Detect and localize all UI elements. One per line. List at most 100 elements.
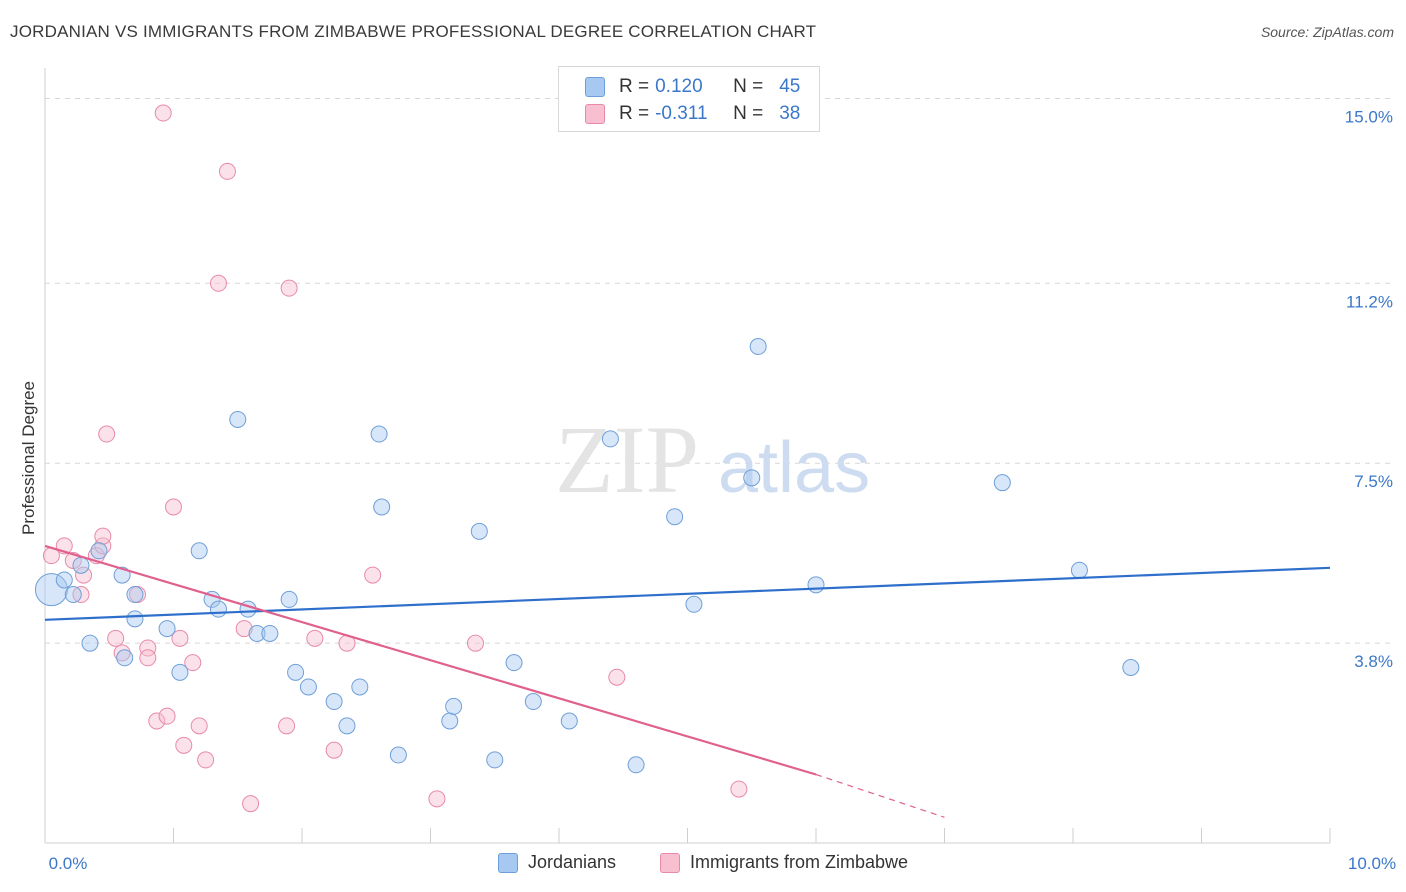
zimbabwe-point	[171, 629, 189, 647]
x-tick-label-min: 0.0%	[49, 854, 88, 873]
zimbabwe-point	[113, 644, 131, 662]
jordanian-point	[370, 425, 388, 443]
jordanian-point	[90, 542, 108, 560]
legend-r-label: R =	[619, 76, 650, 97]
jordanian-point	[81, 634, 99, 652]
zimbabwe-point	[280, 279, 298, 297]
jordanian-point	[338, 717, 356, 735]
bottom-legend-swatch-jordanians	[498, 852, 518, 873]
jordanian-point	[441, 712, 459, 730]
legend-row-jordanians: R = 0.120 N = 45	[585, 75, 800, 99]
jordanian-point	[261, 624, 279, 642]
zimbabwe-point	[190, 717, 208, 735]
jordanian-point	[72, 556, 90, 574]
jordanian-point	[64, 586, 82, 604]
jordanian-point	[373, 498, 391, 516]
jordanian-point	[807, 576, 825, 594]
zimbabwe-point	[364, 566, 382, 584]
y-axis-label: Professional Degree	[19, 381, 38, 535]
stats-legend: R = 0.120 N = 45 R = -0.311 N = 38	[558, 66, 820, 132]
y-tick-label: 15.0%	[1345, 107, 1393, 126]
jordanian-point	[743, 469, 761, 487]
zimbabwe-point	[730, 780, 748, 798]
zimbabwe-point	[466, 634, 484, 652]
jordanian-point	[280, 590, 298, 608]
axes-layer: 3.8% 7.5% 11.2% 15.0%	[44, 68, 1393, 844]
zimbabwe-point	[98, 425, 116, 443]
zimbabwe-point	[75, 566, 93, 584]
bottom-legend-zimbabwe: Immigrants from Zimbabwe	[660, 852, 908, 873]
jordanian-point	[299, 678, 317, 696]
source-label: Source: ZipAtlas.com	[1260, 24, 1394, 40]
legend-swatch-zimbabwe	[585, 104, 605, 124]
zimbabwe-point	[608, 668, 626, 686]
bottom-legend-swatch-zimbabwe	[660, 852, 680, 873]
zimbabwe-trend-line	[44, 544, 817, 776]
jordanian-point	[190, 542, 208, 560]
legend-n-label: N =	[733, 76, 764, 97]
jordanian-point	[486, 751, 504, 769]
jordanian-point	[524, 693, 542, 711]
jordanian-point	[601, 430, 619, 448]
jordanian-point	[209, 600, 227, 618]
watermark-zip: ZIP	[555, 406, 699, 513]
jordanian-point	[248, 624, 266, 642]
zimbabwe-point	[184, 654, 202, 672]
legend-r-value: 0.120	[655, 76, 703, 97]
legend-r-label: R =	[619, 103, 650, 124]
legend-row-zimbabwe: R = -0.311 N = 38	[585, 102, 800, 126]
jordanian-point	[287, 663, 305, 681]
y-tick-label: 3.8%	[1354, 652, 1393, 671]
jordanian-point	[505, 654, 523, 672]
chart-title: JORDANIAN VS IMMIGRANTS FROM ZIMBABWE PR…	[10, 22, 817, 41]
zimbabwe-point	[428, 790, 446, 808]
jordanian-point	[1070, 561, 1088, 579]
jordanian-point	[229, 410, 247, 428]
zimbabwe-trend-extension	[815, 773, 945, 818]
legend-n-value: 38	[779, 103, 801, 124]
jordanian-point	[55, 571, 73, 589]
jordanian-point	[470, 522, 488, 540]
zimbabwe-point	[209, 274, 227, 292]
zimbabwe-point	[139, 649, 157, 667]
zimbabwe-point	[235, 620, 253, 638]
zimbabwe-point	[242, 795, 260, 813]
zimbabwe-point	[154, 104, 172, 122]
jordanian-point	[171, 663, 189, 681]
jordanian-point	[389, 746, 407, 764]
jordanian-trend-line	[44, 566, 1331, 621]
zimbabwe-point	[325, 741, 343, 759]
zimbabwe-point	[218, 162, 236, 180]
y-tick-label: 7.5%	[1354, 472, 1393, 491]
trend-layer	[44, 544, 1331, 818]
jordanian-point	[116, 649, 134, 667]
bottom-legend-label-zimbabwe: Immigrants from Zimbabwe	[690, 852, 909, 872]
bottom-legend-label-jordanians: Jordanians	[528, 852, 617, 872]
jordanian-point	[126, 610, 144, 628]
legend-swatch-jordanians	[585, 77, 605, 97]
zimbabwe-point	[278, 717, 296, 735]
jordanian-point	[351, 678, 369, 696]
watermark-atlas: atlas	[718, 428, 870, 508]
jordanian-point	[560, 712, 578, 730]
x-tick-label-max: 10.0%	[1348, 854, 1396, 873]
jordanian-point	[445, 697, 463, 715]
legend-r-value: -0.311	[655, 103, 708, 124]
jordanian-point	[685, 595, 703, 613]
jordanian-point	[158, 620, 176, 638]
zimbabwe-point	[165, 498, 182, 516]
jordanian-point	[666, 508, 684, 526]
jordanian-point	[126, 586, 144, 604]
y-tick-label: 11.2%	[1346, 292, 1393, 311]
zimbabwe-point	[139, 639, 157, 657]
bottom-legend-jordanians: Jordanians	[498, 852, 616, 873]
legend-n-label: N =	[733, 103, 764, 124]
zimbabwe-point	[306, 629, 324, 647]
zimbabwe-point	[197, 751, 215, 769]
jordanian-point	[749, 338, 767, 355]
zimbabwe-point	[107, 629, 125, 647]
jordanian-point	[1122, 659, 1140, 676]
zimbabwe-point	[175, 736, 193, 754]
zimbabwe-point	[148, 712, 166, 730]
